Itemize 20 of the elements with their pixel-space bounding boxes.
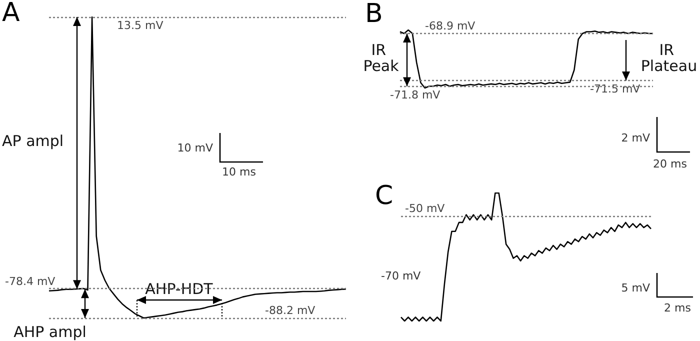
annotation: 10 ms (222, 166, 256, 178)
annotation: -70 mV (381, 270, 422, 282)
ref-line-label: -88.2 mV (265, 304, 316, 317)
ref-line-label: 13.5 mV (117, 19, 164, 32)
text: 20 ms (653, 158, 688, 170)
annotation: IR Plateau (640, 41, 698, 75)
annotation: 5 mV (621, 282, 650, 294)
chart-title: C (375, 181, 394, 211)
chart-title: A (2, 0, 20, 28)
ref-line-label: -68.9 mV (425, 19, 476, 32)
annotation: AP ampl (2, 132, 64, 150)
annotation: 10 mV (177, 142, 214, 154)
ref-line-label: -78.4 mV (5, 275, 56, 288)
text: 2 ms (664, 302, 692, 314)
ref-line-label: -71.8 mV (390, 88, 441, 102)
text: AHP ampl (14, 323, 86, 341)
text: IR Peak (363, 41, 400, 75)
chart-title: B (365, 0, 383, 29)
text: 2 mV (621, 132, 650, 144)
ref-line-label: -50 mV (405, 202, 446, 216)
